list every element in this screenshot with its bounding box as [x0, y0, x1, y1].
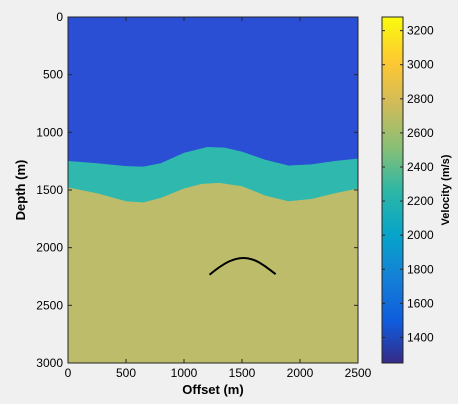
colorbar-tick-label: 2400 [407, 160, 434, 174]
y-tick-label: 3000 [36, 356, 63, 370]
colorbar-title: Velocity (m/s) [440, 154, 452, 225]
y-axis: 0 500 1000 1500 2000 2500 3000 [36, 10, 358, 370]
x-tick-label: 2500 [345, 366, 372, 380]
velocity-layers [67, 16, 359, 364]
x-tick-label: 1000 [171, 366, 198, 380]
x-axis: 0 500 1000 1500 2000 2500 [65, 17, 372, 380]
colorbar-tick-label: 3200 [407, 24, 434, 38]
x-tick-label: 2000 [287, 366, 314, 380]
velocity-layer-1 [67, 16, 359, 168]
x-tick-label: 500 [116, 366, 136, 380]
y-tick-label: 0 [56, 10, 63, 24]
colorbar-ticks: 1400 1600 1800 2000 2200 2400 2600 2800 3000 3200 [382, 24, 434, 344]
x-tick-label: 1500 [229, 366, 256, 380]
colorbar-tick-label: 2600 [407, 126, 434, 140]
colorbar-tick-label: 2200 [407, 194, 434, 208]
colorbar-tick-label: 1600 [407, 296, 434, 310]
colorbar-tick-label: 1400 [407, 330, 434, 344]
reflector-curve [208, 257, 277, 276]
y-tick-label: 1500 [36, 183, 63, 197]
colorbar [381, 16, 404, 364]
colorbar-tick-label: 2000 [407, 228, 434, 242]
colorbar-tick-label: 2800 [407, 92, 434, 106]
y-tick-label: 2500 [36, 298, 63, 312]
y-axis-title: Depth (m) [13, 160, 28, 221]
x-tick-label: 0 [65, 366, 72, 380]
y-tick-label: 1000 [36, 125, 63, 139]
x-axis-title: Offset (m) [182, 382, 243, 397]
y-tick-label: 2000 [36, 241, 63, 255]
y-tick-label: 500 [43, 68, 63, 82]
colorbar-tick-label: 3000 [407, 58, 434, 72]
colorbar-tick-label: 1800 [407, 262, 434, 276]
